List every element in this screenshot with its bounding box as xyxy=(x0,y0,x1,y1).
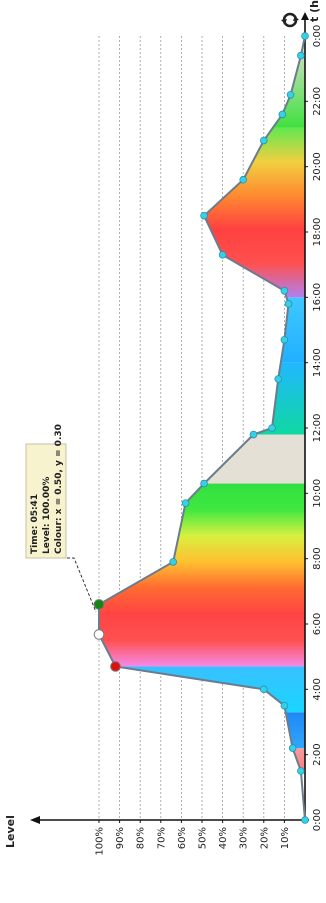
time-tick-label: 12:00 xyxy=(312,414,323,443)
colour-band xyxy=(99,748,305,771)
data-point[interactable] xyxy=(259,136,268,145)
level-tick-label: 40% xyxy=(218,827,229,849)
data-point[interactable] xyxy=(301,816,309,824)
level-tick-label: 70% xyxy=(156,827,167,849)
time-tick-label: 22:00 xyxy=(312,87,323,116)
time-tick-label: 0:00 xyxy=(312,25,323,47)
time-tick-label: 18:00 xyxy=(312,218,323,247)
data-point[interactable] xyxy=(284,300,293,308)
data-point[interactable] xyxy=(286,91,295,99)
highlight-point[interactable] xyxy=(93,629,105,640)
level-axis-arrow xyxy=(30,816,40,824)
data-point[interactable] xyxy=(297,51,305,60)
time-tick-label: 16:00 xyxy=(312,283,323,312)
time-tick-label: 20:00 xyxy=(312,152,323,181)
data-points[interactable] xyxy=(93,32,309,824)
data-point[interactable] xyxy=(278,110,287,119)
level-tick-label: 80% xyxy=(136,827,147,849)
highlight-point[interactable] xyxy=(93,599,105,610)
data-point[interactable] xyxy=(301,32,309,40)
time-tick-label: 0:00 xyxy=(312,809,323,831)
tooltip-level: Level: 100.00% xyxy=(42,477,52,554)
data-point[interactable] xyxy=(297,767,305,775)
time-axis-arrow xyxy=(301,12,309,20)
level-tick-label: 90% xyxy=(115,827,126,849)
data-point[interactable] xyxy=(280,335,289,344)
data-point[interactable] xyxy=(181,499,190,507)
tooltip-connector xyxy=(67,557,97,613)
tooltip-time: Time: 05:41 xyxy=(30,494,40,554)
level-axis-label: Level xyxy=(4,815,17,848)
level-tick-label: 60% xyxy=(177,827,188,849)
data-point[interactable] xyxy=(218,251,227,259)
data-point[interactable] xyxy=(200,211,208,220)
time-tick-label: 4:00 xyxy=(312,678,323,700)
time-axis-label: t (h) xyxy=(308,0,321,22)
refresh-icon[interactable] xyxy=(281,12,299,28)
time-tick-label: 6:00 xyxy=(312,613,323,635)
level-tick-label: 20% xyxy=(259,827,270,849)
time-tick-label: 8:00 xyxy=(312,547,323,569)
data-point[interactable] xyxy=(268,424,276,432)
level-tick-labels: 100% 90% 80% 70% 60% 50% 40% 30% 20% 10% xyxy=(95,820,291,856)
data-point[interactable] xyxy=(169,558,177,566)
data-point[interactable] xyxy=(280,286,289,295)
data-point[interactable] xyxy=(239,175,248,184)
data-point[interactable] xyxy=(249,430,258,439)
data-point[interactable] xyxy=(274,375,283,383)
time-tick-labels: 0:00 2:00 4:00 6:00 8:00 10:00 12:00 14:00 16:00… xyxy=(305,25,323,831)
data-point[interactable] xyxy=(259,685,268,694)
level-tick-label: 100% xyxy=(95,827,106,856)
point-tooltip: Time: 05:41 Level: 100.00% Colour: x = 0… xyxy=(25,424,67,559)
tooltip-colour: Colour: x = 0.50, y = 0.30 xyxy=(54,424,64,554)
axes xyxy=(30,12,309,824)
data-point[interactable] xyxy=(280,701,289,710)
colour-band xyxy=(99,483,305,667)
time-tick-label: 14:00 xyxy=(312,348,323,377)
level-tick-label: 10% xyxy=(280,827,291,849)
data-point[interactable] xyxy=(288,744,297,752)
highlight-point[interactable] xyxy=(110,661,121,672)
data-point[interactable] xyxy=(200,479,208,488)
level-tick-label: 50% xyxy=(198,827,209,849)
time-tick-label: 2:00 xyxy=(312,743,323,765)
level-tick-label: 30% xyxy=(239,827,250,849)
time-tick-label: 10:00 xyxy=(312,479,323,508)
